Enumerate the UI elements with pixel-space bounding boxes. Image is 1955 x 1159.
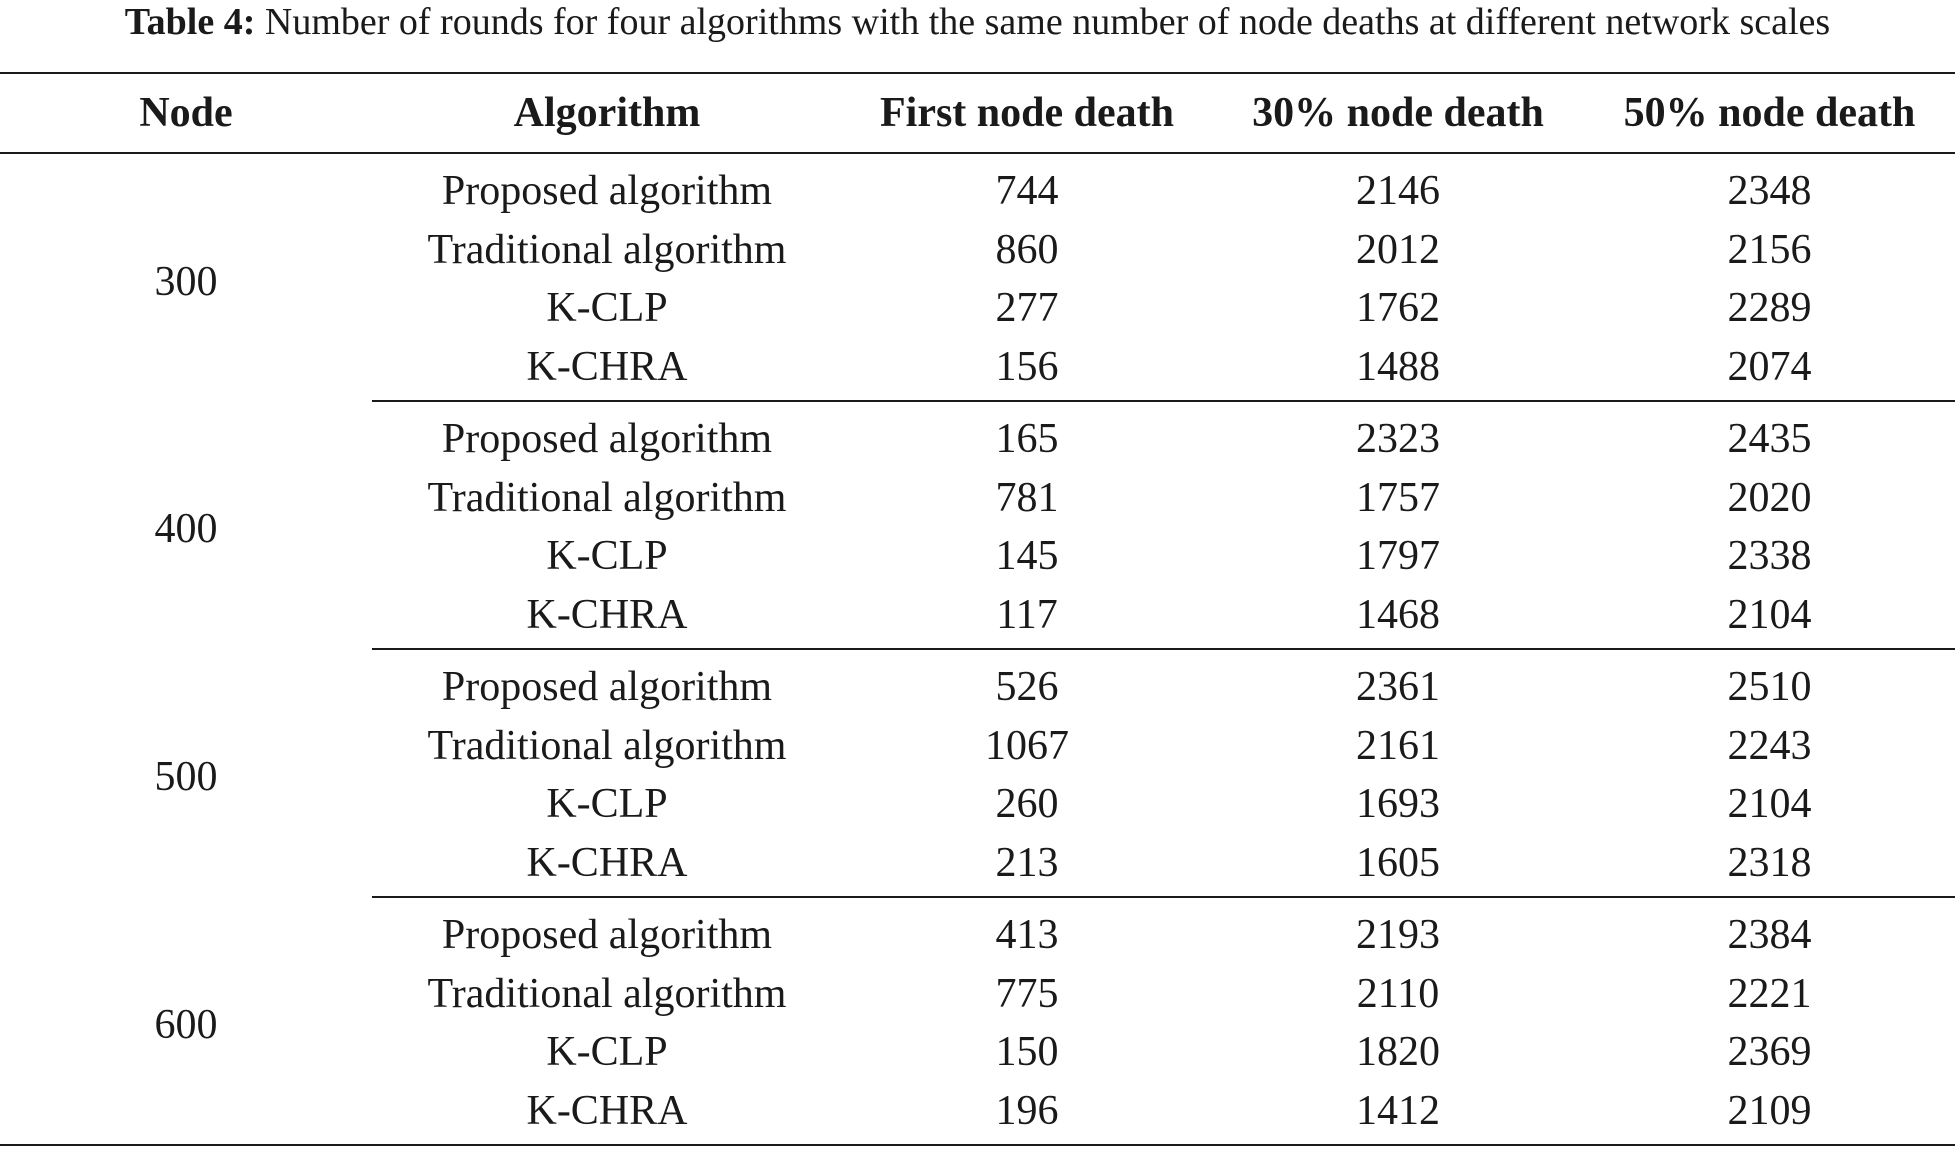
algorithm-cell: K-CLP [546, 781, 668, 828]
algorithm-cell: K-CHRA [372, 1081, 842, 1146]
table-row: K-CLP 277 1762 2289 [0, 279, 1955, 338]
first-node-death-cell: 260 [995, 781, 1059, 828]
table-row: 600 Proposed algorithm 413 2193 2384 [0, 897, 1955, 1146]
thirty-percent-death-cell: 2161 [1356, 722, 1440, 769]
first-node-death-cell: 150 [995, 1029, 1059, 1076]
fifty-percent-death-cell: 2384 [1727, 912, 1812, 959]
thirty-percent-death-cell: 2361 [1356, 664, 1440, 711]
first-node-death-cell: 775 [995, 970, 1059, 1017]
algorithm-cell: Proposed algorithm [441, 912, 773, 959]
fifty-percent-death-cell: 2156 [1727, 226, 1812, 273]
node-count-cell: 600 [0, 897, 372, 1146]
table-row: K-CHRA 213 1605 2318 [0, 833, 1955, 898]
algorithm-cell: K-CLP [546, 533, 668, 580]
table-header: Node Algorithm First node death 30% node… [0, 72, 1955, 154]
algorithm-cell: K-CLP [546, 285, 668, 332]
fifty-percent-death-cell: 2289 [1727, 285, 1812, 332]
node-count-cell: 500 [154, 754, 218, 800]
header-first-node-death: First node death [842, 72, 1212, 154]
header-node: Node [0, 72, 372, 154]
header-row: Node Algorithm First node death 30% node… [0, 72, 1955, 154]
fifty-percent-death-cell: 2338 [1727, 533, 1812, 580]
algorithm-cell: Proposed algorithm [441, 664, 773, 711]
thirty-percent-death-cell: 2012 [1356, 226, 1440, 273]
first-node-death-cell: 213 [842, 833, 1212, 898]
thirty-percent-death-cell: 1797 [1356, 533, 1440, 580]
thirty-percent-death-cell: 1412 [1212, 1081, 1584, 1146]
fifty-percent-death-cell: 2510 [1727, 664, 1812, 711]
table-row: 500 Proposed algorithm 526 2361 2510 [0, 649, 1955, 800]
algorithm-cell: Traditional algorithm [427, 722, 787, 769]
first-node-death-cell: 196 [842, 1081, 1212, 1146]
algorithm-cell: K-CLP [546, 1029, 668, 1076]
algorithm-cell: Traditional algorithm [427, 474, 787, 521]
algorithm-cell: K-CHRA [372, 585, 842, 650]
algorithm-cell: Traditional algorithm [427, 970, 787, 1017]
thirty-percent-death-cell: 1488 [1212, 337, 1584, 402]
algorithm-cell: K-CHRA [372, 833, 842, 898]
first-node-death-cell: 145 [995, 533, 1059, 580]
thirty-percent-death-cell: 1820 [1356, 1029, 1440, 1076]
thirty-percent-death-cell: 2146 [1356, 168, 1440, 215]
thirty-percent-death-cell: 2323 [1356, 416, 1440, 463]
table-row: K-CHRA 196 1412 2109 [0, 1081, 1955, 1146]
first-node-death-cell: 156 [842, 337, 1212, 402]
fifty-percent-death-cell: 2369 [1727, 1029, 1812, 1076]
first-node-death-cell: 277 [995, 285, 1059, 332]
table-row: 300 Proposed algorithm 744 2146 2348 [0, 153, 1955, 304]
table-row: K-CLP 260 1693 2104 [0, 775, 1955, 834]
fifty-percent-death-cell: 2109 [1584, 1081, 1955, 1146]
first-node-death-cell: 1067 [985, 722, 1069, 769]
algorithm-cell: Proposed algorithm [441, 416, 773, 463]
header-30-node-death: 30% node death [1212, 72, 1584, 154]
header-50-node-death: 50% node death [1584, 72, 1955, 154]
thirty-percent-death-cell: 1757 [1356, 474, 1440, 521]
fifty-percent-death-cell: 2243 [1727, 722, 1812, 769]
fifty-percent-death-cell: 2435 [1727, 416, 1812, 463]
fifty-percent-death-cell: 2104 [1584, 585, 1955, 650]
node-count-cell: 300 [154, 258, 218, 305]
table-row: Traditional algorithm 1067 2161 2243 [0, 717, 1955, 776]
fifty-percent-death-cell: 2318 [1584, 833, 1955, 898]
table-row: Traditional algorithm 860 2012 2156 [0, 221, 1955, 280]
caption-text: Number of rounds for four algorithms wit… [255, 1, 1831, 43]
thirty-percent-death-cell: 1468 [1212, 585, 1584, 650]
thirty-percent-death-cell: 1762 [1356, 285, 1440, 332]
caption-label: Table 4: [124, 1, 256, 43]
table-row: K-CHRA 117 1468 2104 [0, 585, 1955, 650]
first-node-death-cell: 744 [995, 168, 1059, 215]
first-node-death-cell: 117 [842, 585, 1212, 650]
table-row: Traditional algorithm 781 1757 2020 [0, 469, 1955, 528]
node-count-cell: 400 [154, 506, 218, 552]
algorithm-cell: Proposed algorithm [441, 168, 773, 215]
fifty-percent-death-cell: 2348 [1727, 168, 1812, 215]
thirty-percent-death-cell: 2193 [1356, 912, 1440, 959]
table-row: 400 Proposed algorithm 165 2323 2435 [0, 401, 1955, 552]
algorithm-cell: K-CHRA [372, 337, 842, 402]
first-node-death-cell: 413 [995, 912, 1059, 959]
first-node-death-cell: 526 [995, 664, 1059, 711]
fifty-percent-death-cell: 2020 [1727, 474, 1812, 521]
table-row: K-CHRA 156 1488 2074 [0, 337, 1955, 402]
algorithm-cell: Traditional algorithm [427, 226, 787, 273]
fifty-percent-death-cell: 2104 [1727, 781, 1812, 828]
table-row: K-CLP 145 1797 2338 [0, 527, 1955, 586]
table-row: K-CLP 150 1820 2369 [0, 1023, 1955, 1082]
results-table: Node Algorithm First node death 30% node… [0, 72, 1955, 1146]
first-node-death-cell: 781 [995, 474, 1059, 521]
thirty-percent-death-cell: 1693 [1356, 781, 1440, 828]
first-node-death-cell: 860 [995, 226, 1059, 273]
table-container: Node Algorithm First node death 30% node… [0, 72, 1955, 1146]
thirty-percent-death-cell: 1605 [1212, 833, 1584, 898]
table-row: Traditional algorithm 775 2110 2221 [0, 965, 1955, 1024]
table-caption: Table 4: Number of rounds for four algor… [0, 0, 1955, 44]
header-algorithm: Algorithm [372, 72, 842, 154]
fifty-percent-death-cell: 2221 [1727, 970, 1812, 1017]
first-node-death-cell: 165 [995, 416, 1059, 463]
fifty-percent-death-cell: 2074 [1584, 337, 1955, 402]
thirty-percent-death-cell: 2110 [1356, 970, 1440, 1017]
table-body: 300 Proposed algorithm 744 2146 2348 Traditio… [0, 153, 1955, 1146]
